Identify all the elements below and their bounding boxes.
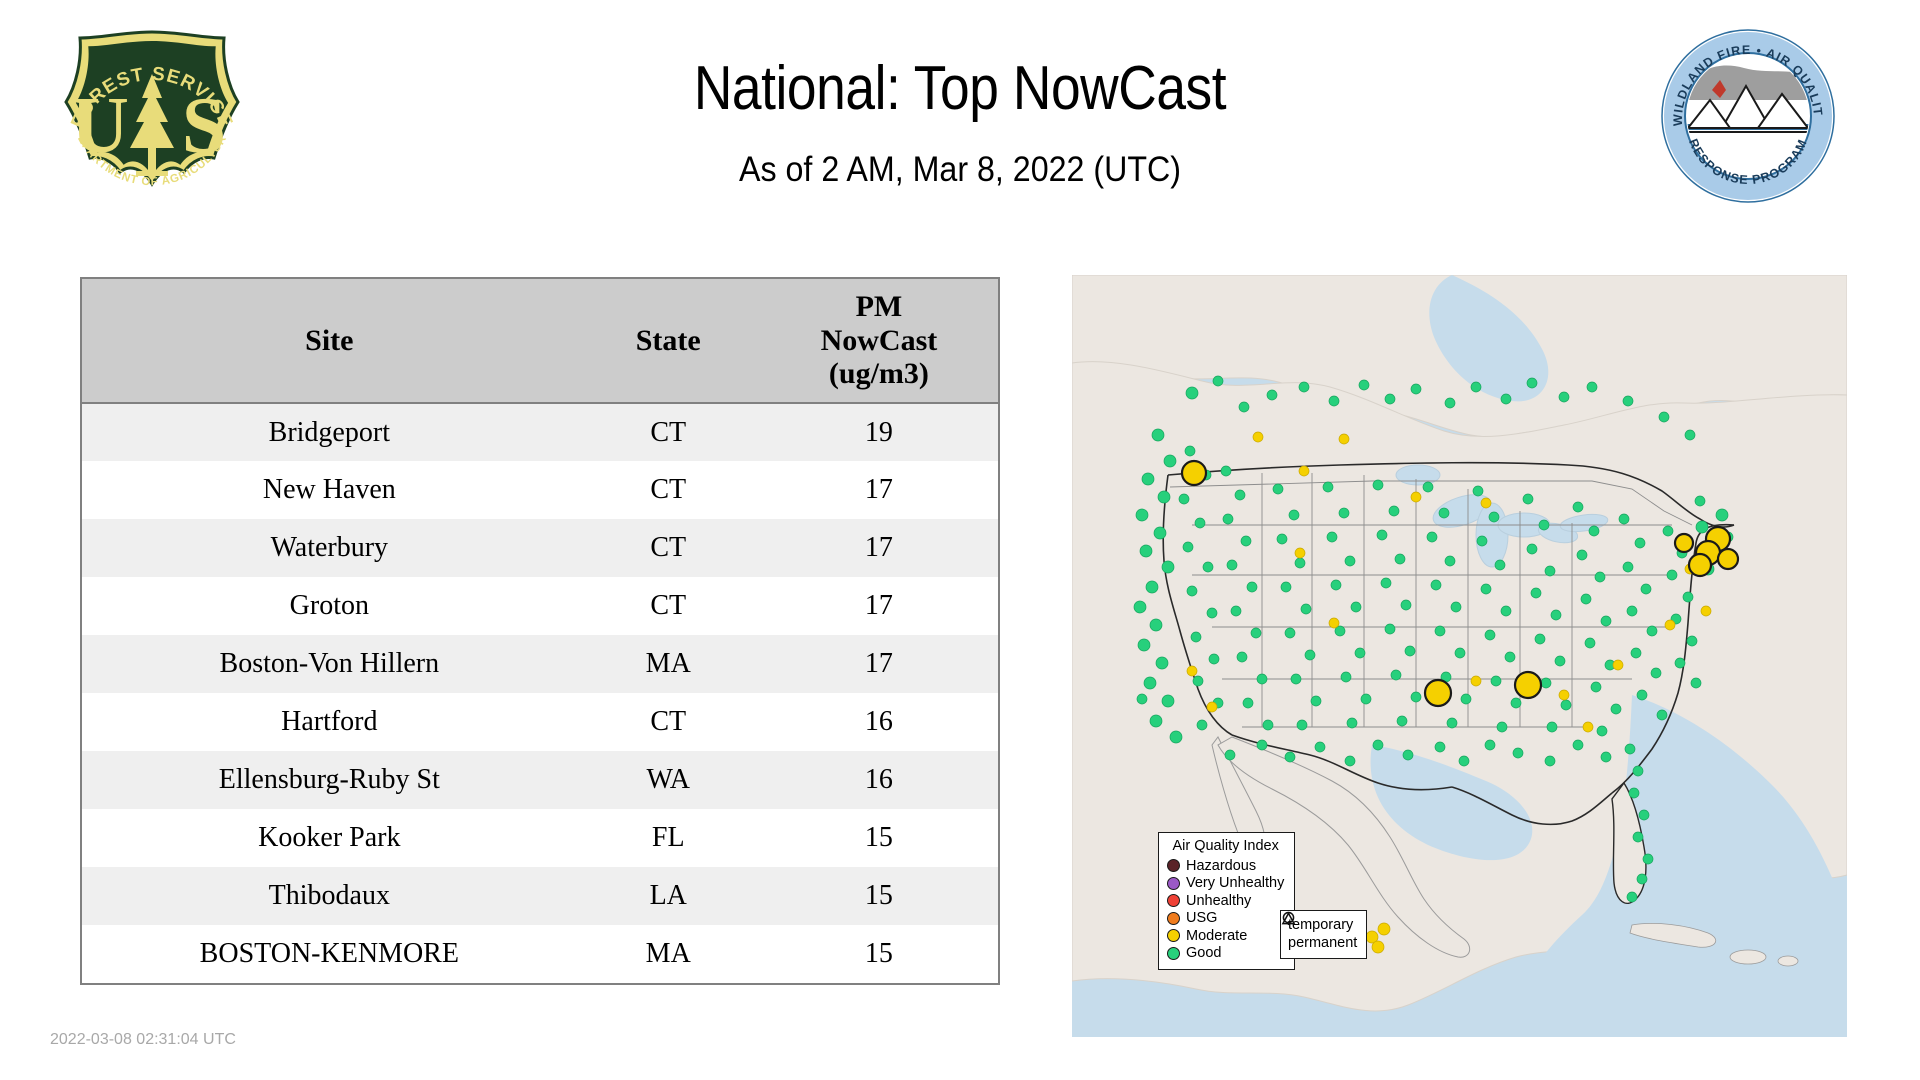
cell-state: LA <box>576 867 760 925</box>
table-row: Boston-Von Hillern MA 17 <box>82 635 998 693</box>
site-legend-label-permanent: permanent <box>1288 935 1358 951</box>
pm-header-line-2: NowCast <box>820 323 938 357</box>
page-subtitle: As of 2 AM, Mar 8, 2022 (UTC) <box>738 150 1182 189</box>
cell-state: CT <box>576 577 760 635</box>
nowcast-table-container: Site State PM NowCast (ug/m3) Bridgeport… <box>80 277 1000 985</box>
aqi-label-very-unhealthy: Very Unhealthy <box>1186 875 1285 892</box>
aqi-dot-very-unhealthy <box>1167 876 1180 890</box>
cell-site: Boston-Von Hillern <box>82 635 577 693</box>
cell-pm: 17 <box>759 577 998 635</box>
forest-service-logo: FOREST SERVICE DEPARTMENT OF AGRICULTURE… <box>52 26 252 216</box>
cell-state: CT <box>576 693 760 751</box>
pm-header-line-3: (ug/m3) <box>828 357 929 391</box>
table-body: Bridgeport CT 19 New Haven CT 17 Waterbu… <box>82 403 998 983</box>
cell-pm: 19 <box>759 403 998 461</box>
cell-site: Thibodaux <box>82 867 577 925</box>
table-row: Thibodaux LA 15 <box>82 867 998 925</box>
cell-site: Hartford <box>82 693 577 751</box>
table-row: Kooker Park FL 15 <box>82 809 998 867</box>
cell-site: Kooker Park <box>82 809 577 867</box>
svg-text:S: S <box>182 82 227 170</box>
wfaqrp-logo: WILDLAND FIRE • AIR QUALITY RESPONSE PRO… <box>1660 28 1836 204</box>
cell-pm: 16 <box>759 751 998 809</box>
table-row: Groton CT 17 <box>82 577 998 635</box>
site-legend-item-temporary: temporary <box>1282 911 1357 934</box>
cell-pm: 15 <box>759 867 998 925</box>
pm-header-line-1: PM <box>855 290 903 324</box>
aqi-legend-title: Air Quality Index <box>1172 838 1279 854</box>
triangle-outline-icon <box>1281 911 1296 925</box>
column-header-pm-nowcast: PM NowCast (ug/m3) <box>759 279 998 404</box>
cell-site: BOSTON-KENMORE <box>82 925 577 983</box>
aqi-dot-good <box>1167 946 1180 960</box>
aqi-label-hazardous: Hazardous <box>1186 857 1257 874</box>
aqi-legend-item-good: Good <box>1167 945 1284 963</box>
cell-state: FL <box>576 809 760 867</box>
svg-text:U: U <box>71 82 129 170</box>
cell-site: Waterbury <box>82 519 577 577</box>
aqi-legend-item-very-unhealthy: Very Unhealthy <box>1167 875 1284 893</box>
cell-site: Groton <box>82 577 577 635</box>
column-header-state: State <box>576 279 760 404</box>
aqi-dot-hazardous <box>1167 859 1180 873</box>
cell-state: CT <box>576 461 760 519</box>
cell-site: Bridgeport <box>82 403 577 461</box>
cell-pm: 17 <box>759 461 998 519</box>
cell-pm: 17 <box>759 519 998 577</box>
cell-state: WA <box>576 751 760 809</box>
page-title: National: Top NowCast <box>693 54 1227 123</box>
cell-state: MA <box>576 925 760 983</box>
site-legend-item-permanent: permanent <box>1281 911 1358 952</box>
table-row: New Haven CT 17 <box>82 461 998 519</box>
aqi-monitor-map[interactable]: Air Quality Index Hazardous Very Unhealt… <box>1072 275 1847 1037</box>
table-header-row: Site State PM NowCast (ug/m3) <box>82 279 998 404</box>
aqi-label-usg: USG <box>1186 910 1218 927</box>
cell-pm: 15 <box>759 809 998 867</box>
table-row: Ellensburg-Ruby St WA 16 <box>82 751 998 809</box>
cell-state: CT <box>576 403 760 461</box>
aqi-legend: Air Quality Index Hazardous Very Unhealt… <box>1158 832 1296 970</box>
nowcast-table: Site State PM NowCast (ug/m3) Bridgeport… <box>82 279 998 983</box>
table-row: Hartford CT 16 <box>82 693 998 751</box>
table-row: BOSTON-KENMORE MA 15 <box>82 925 998 983</box>
cell-site: New Haven <box>82 461 577 519</box>
table-row: Bridgeport CT 19 <box>82 403 998 461</box>
cell-pm: 16 <box>759 693 998 751</box>
table-row: Waterbury CT 17 <box>82 519 998 577</box>
column-header-site: Site <box>82 279 577 404</box>
cell-site: Ellensburg-Ruby St <box>82 751 577 809</box>
cell-state: MA <box>576 635 760 693</box>
site-legend-label-temporary: temporary <box>1288 917 1354 933</box>
aqi-label-moderate: Moderate <box>1186 927 1248 944</box>
site-type-legend: temporary permanent <box>1280 910 1368 959</box>
cell-pm: 17 <box>759 635 998 693</box>
aqi-legend-item-unhealthy: Unhealthy <box>1167 892 1284 910</box>
aqi-legend-item-hazardous: Hazardous <box>1167 857 1284 875</box>
aqi-dot-usg <box>1167 911 1180 925</box>
generated-timestamp: 2022-03-08 02:31:04 UTC <box>50 1031 236 1048</box>
aqi-label-unhealthy: Unhealthy <box>1186 892 1252 909</box>
cell-pm: 15 <box>759 925 998 983</box>
aqi-dot-unhealthy <box>1167 894 1180 908</box>
aqi-dot-moderate <box>1167 929 1180 943</box>
aqi-legend-item-usg: USG <box>1167 910 1284 928</box>
aqi-label-good: Good <box>1186 945 1222 962</box>
cell-state: CT <box>576 519 760 577</box>
aqi-legend-item-moderate: Moderate <box>1167 927 1284 945</box>
